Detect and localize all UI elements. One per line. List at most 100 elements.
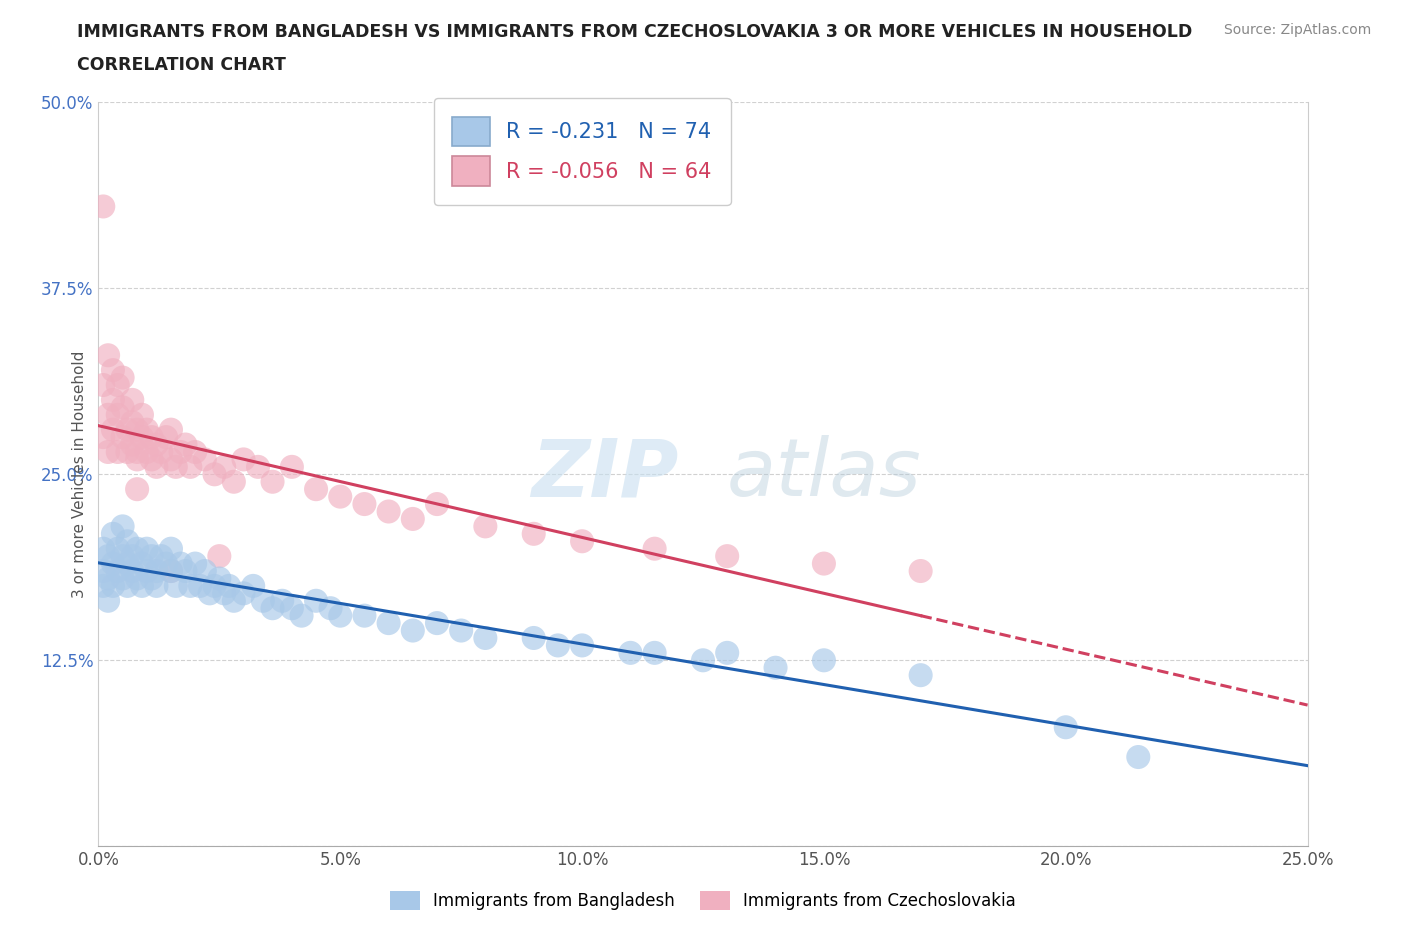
Point	[204, 467, 226, 482]
Point	[141, 549, 163, 564]
Point	[281, 459, 304, 474]
Point	[135, 445, 157, 459]
Point	[281, 601, 304, 616]
Point	[127, 571, 149, 586]
Point	[262, 601, 284, 616]
Point	[474, 631, 496, 645]
Point	[160, 422, 183, 437]
Point	[174, 437, 197, 452]
Point	[131, 578, 153, 593]
Point	[91, 430, 114, 445]
Point	[716, 645, 738, 660]
Point	[319, 601, 342, 616]
Text: CORRELATION CHART: CORRELATION CHART	[77, 56, 287, 73]
Point	[107, 407, 129, 422]
Point	[107, 445, 129, 459]
Point	[97, 407, 120, 422]
Point	[765, 660, 787, 675]
Point	[145, 578, 167, 593]
Point	[141, 430, 163, 445]
Point	[117, 534, 139, 549]
Point	[117, 578, 139, 593]
Text: Source: ZipAtlas.com: Source: ZipAtlas.com	[1223, 23, 1371, 37]
Y-axis label: 3 or more Vehicles in Household: 3 or more Vehicles in Household	[72, 351, 87, 598]
Text: ZIP: ZIP	[531, 435, 679, 513]
Point	[97, 571, 120, 586]
Point	[208, 571, 231, 586]
Point	[160, 564, 183, 578]
Point	[111, 519, 134, 534]
Point	[101, 422, 124, 437]
Point	[198, 586, 221, 601]
Point	[402, 623, 425, 638]
Point	[402, 512, 425, 526]
Point	[305, 482, 328, 497]
Text: atlas: atlas	[727, 435, 922, 513]
Point	[353, 608, 375, 623]
Point	[523, 526, 546, 541]
Point	[160, 564, 183, 578]
Point	[208, 549, 231, 564]
Point	[127, 482, 149, 497]
Point	[523, 631, 546, 645]
Point	[145, 437, 167, 452]
Point	[91, 541, 114, 556]
Point	[111, 400, 134, 415]
Point	[121, 392, 143, 407]
Point	[910, 564, 932, 578]
Point	[91, 378, 114, 392]
Text: IMMIGRANTS FROM BANGLADESH VS IMMIGRANTS FROM CZECHOSLOVAKIA 3 OR MORE VEHICLES : IMMIGRANTS FROM BANGLADESH VS IMMIGRANTS…	[77, 23, 1192, 41]
Point	[101, 556, 124, 571]
Point	[212, 586, 235, 601]
Point	[131, 407, 153, 422]
Point	[242, 578, 264, 593]
Point	[271, 593, 294, 608]
Point	[571, 534, 593, 549]
Point	[169, 445, 191, 459]
Point	[1128, 750, 1150, 764]
Point	[127, 541, 149, 556]
Point	[692, 653, 714, 668]
Point	[165, 578, 187, 593]
Point	[184, 445, 207, 459]
Point	[97, 445, 120, 459]
Point	[91, 578, 114, 593]
Point	[716, 549, 738, 564]
Point	[232, 586, 254, 601]
Point	[97, 348, 120, 363]
Point	[155, 430, 177, 445]
Point	[135, 541, 157, 556]
Point	[222, 593, 245, 608]
Point	[111, 549, 134, 564]
Point	[107, 378, 129, 392]
Point	[1054, 720, 1077, 735]
Point	[107, 541, 129, 556]
Point	[145, 459, 167, 474]
Point	[131, 556, 153, 571]
Point	[179, 578, 201, 593]
Point	[150, 549, 173, 564]
Point	[174, 564, 197, 578]
Point	[813, 653, 835, 668]
Point	[141, 571, 163, 586]
Point	[353, 497, 375, 512]
Point	[131, 430, 153, 445]
Legend: R = -0.231   N = 74, R = -0.056   N = 64: R = -0.231 N = 74, R = -0.056 N = 64	[433, 98, 731, 205]
Point	[329, 608, 352, 623]
Point	[121, 564, 143, 578]
Point	[188, 578, 211, 593]
Point	[194, 564, 217, 578]
Point	[101, 526, 124, 541]
Point	[212, 459, 235, 474]
Point	[111, 370, 134, 385]
Point	[101, 392, 124, 407]
Point	[97, 549, 120, 564]
Point	[252, 593, 274, 608]
Point	[184, 556, 207, 571]
Point	[107, 564, 129, 578]
Point	[644, 645, 666, 660]
Point	[450, 623, 472, 638]
Point	[150, 445, 173, 459]
Point	[97, 593, 120, 608]
Point	[290, 608, 312, 623]
